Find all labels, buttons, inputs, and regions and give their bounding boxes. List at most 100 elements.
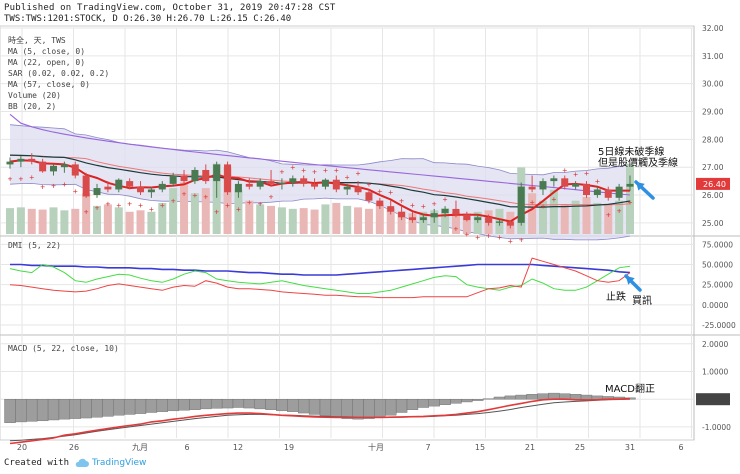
macd-histogram-bar [450,399,462,404]
last-price-label: 26.40 [703,180,726,189]
volume-bar [277,207,286,234]
candle-body [169,175,177,184]
candle-body [463,214,471,221]
sar-dot: + [628,198,633,207]
candle-body [365,192,373,201]
tradingview-logo[interactable]: TradingView [69,458,146,468]
price-legend-entry: MA (57, close, 0) [8,80,90,89]
macd-histogram-bar [265,399,277,410]
volume-bar [288,208,297,234]
sar-dot: + [562,166,567,175]
volume-bar [582,197,591,234]
sar-dot: + [345,173,350,182]
macd-line [9,397,631,445]
volume-bar [267,205,276,234]
macd-histogram-bar [156,399,168,412]
candle-body [376,200,384,207]
volume-bar [408,213,417,234]
macd-axis-tick: -1.0000 [702,423,731,432]
sar-dot: + [73,187,78,196]
time-axis-tick: 十月 [368,442,384,452]
candle-body [430,213,438,218]
macd-histogram-bar [15,399,27,423]
volume-bar [343,205,352,234]
price-legend-entry: MA (22, open, 0) [8,58,85,67]
macd-histogram-bar [504,395,517,400]
macd-histogram-bar [526,394,538,400]
tradingview-brand: TradingView [92,458,147,468]
macd-title: MACD (5, 22, close, 10) [8,344,119,353]
volume-bar [299,208,308,234]
candle-body [6,161,14,165]
candle-body [561,178,569,187]
macd-histogram-bar [482,398,495,400]
volume-bar [49,207,58,234]
price-legend-entry: MA (5, close, 0) [8,47,85,56]
macd-axis-tick: 1.0000 [702,367,728,376]
macd-histogram-bar [287,399,299,412]
candle-body [441,208,449,214]
volume-bar [114,207,123,234]
macd-histogram-bar [69,399,81,419]
sar-dot: + [388,188,393,197]
macd-histogram-bar [26,399,38,422]
macd-histogram-bar [80,399,92,419]
candle-body [528,186,536,190]
price-axis-tick: 26.00 [702,191,724,200]
price-axis-tick: 30.00 [702,80,724,89]
candle-body [180,175,188,182]
sar-dot: + [617,206,622,215]
candle-body [82,175,90,197]
macd-histogram-bar [113,399,125,416]
volume-bar [571,200,580,234]
sar-dot: + [595,177,600,186]
volume-bar [27,208,36,234]
volume-bar [125,211,134,234]
dmi-axis-tick: 50.0000 [702,261,733,270]
volume-bar [201,188,210,234]
price-axis-tick: 25.00 [702,219,724,228]
candle-body [321,179,329,187]
macd-histogram-bar [276,399,288,412]
sar-dot: + [171,197,176,206]
candle-body [332,179,340,190]
macd-axis-tick: 2.0000 [702,340,728,349]
candle-body [39,161,47,172]
time-axis-tick: 26 [69,443,79,452]
sar-dot: + [160,201,165,210]
candle-body [50,165,58,172]
macd-histogram-bar [406,399,419,410]
macd-histogram-bar [102,399,114,417]
volume-bar [462,213,471,234]
macd-histogram-bar [254,399,266,410]
volume-bar [354,207,363,234]
volume-bar [538,200,547,234]
price-arrow-head [636,182,645,191]
candle-body [234,183,242,193]
sar-dot: + [290,163,295,172]
price-legend-entry: 時全, 天, TWS [8,35,66,45]
macd-value-badge [696,393,730,406]
symbol-ohlc-line: TWS:TWS:1201:STOCK, D O:26.30 H:26.70 L:… [4,14,292,24]
macd-histogram-bar [461,399,473,403]
volume-bar [549,189,558,234]
time-axis-tick: 6 [184,443,189,452]
volume-bar [604,204,613,234]
tradingview-cloud-icon [75,458,90,467]
sar-dot: + [497,233,502,242]
time-axis-tick: 31 [625,443,635,452]
candle-body [158,183,166,190]
candle-body [387,206,395,212]
time-axis-tick: 25 [575,443,585,452]
macd-histogram-bar [569,394,582,400]
sar-dot: + [377,187,382,196]
macd-histogram-bar [352,399,364,420]
volume-bar [180,182,189,234]
volume-bar [190,193,199,234]
candle-body [485,217,493,223]
time-axis-tick: 九月 [132,443,148,452]
sar-dot: + [8,174,13,183]
price-legend-entry: SAR (0.02, 0.02, 0.2) [8,69,109,78]
volume-bar [93,205,102,234]
